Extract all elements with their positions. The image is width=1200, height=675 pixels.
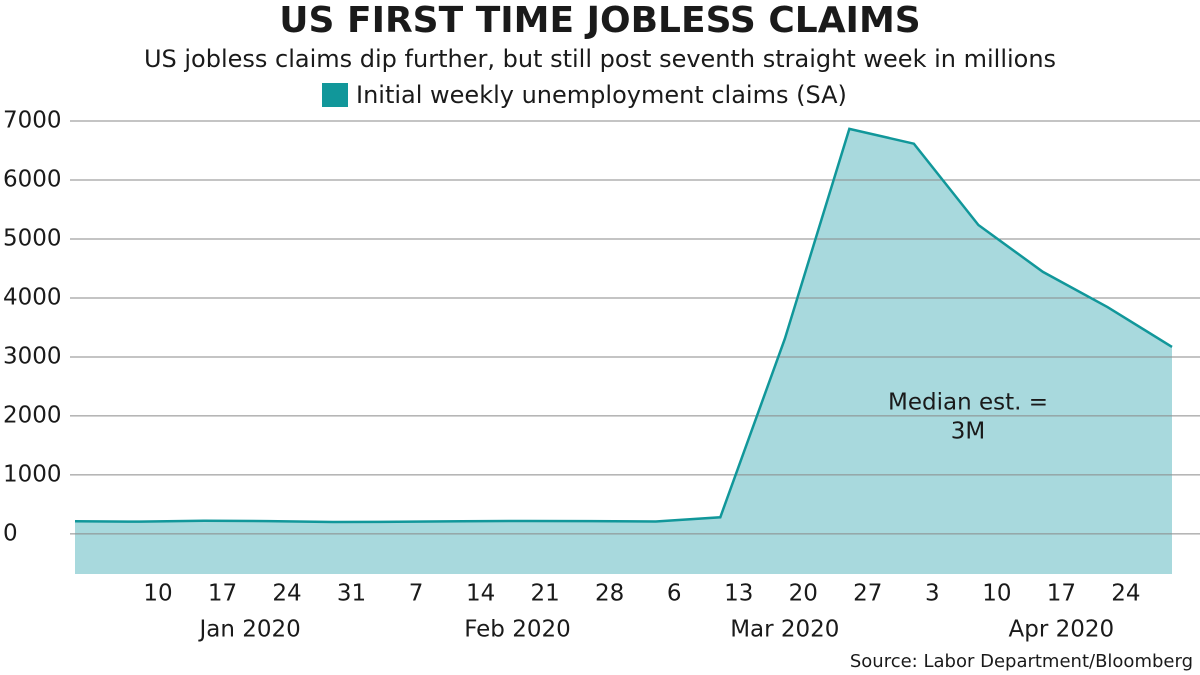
x-tick-label: 17 xyxy=(208,581,237,607)
x-tick-label: 13 xyxy=(724,581,753,607)
x-tick-label: 24 xyxy=(272,581,301,607)
x-tick-label: 7 xyxy=(409,581,424,607)
y-tick-label: 0 xyxy=(3,520,18,546)
annotation: 3M xyxy=(951,419,985,445)
x-tick-label: 17 xyxy=(1047,581,1076,607)
y-tick-label: 6000 xyxy=(3,166,62,192)
y-tick-label: 2000 xyxy=(3,402,62,428)
month-label: Mar 2020 xyxy=(730,617,839,643)
x-tick-label: 10 xyxy=(982,581,1011,607)
month-label: Apr 2020 xyxy=(1009,617,1115,643)
x-tick-label: 31 xyxy=(337,581,366,607)
x-tick-label: 24 xyxy=(1111,581,1140,607)
y-tick-label: 7000 xyxy=(3,108,62,134)
line xyxy=(74,127,1173,524)
y-tick-label: 5000 xyxy=(3,225,62,251)
area xyxy=(75,128,1172,575)
y-tick-label: 4000 xyxy=(3,284,62,310)
x-tick-label: 21 xyxy=(531,581,560,607)
chart-subtitle: US jobless claims dip further, but still… xyxy=(144,45,1056,73)
y-tick-label: 3000 xyxy=(3,343,62,369)
legend-swatch xyxy=(322,83,348,107)
x-tick-label: 3 xyxy=(925,581,940,607)
x-tick-label: 27 xyxy=(853,581,882,607)
annotation: Median est. = xyxy=(888,390,1048,416)
x-tick-label: 14 xyxy=(466,581,495,607)
chart-title: US FIRST TIME JOBLESS CLAIMS xyxy=(279,0,920,41)
x-tick-label: 10 xyxy=(143,581,172,607)
y-tick-label: 1000 xyxy=(3,461,62,487)
legend-label: Initial weekly unemployment claims (SA) xyxy=(356,81,847,109)
month-label: Jan 2020 xyxy=(197,617,300,643)
month-label: Feb 2020 xyxy=(464,617,571,643)
x-tick-label: 28 xyxy=(595,581,624,607)
source: Source: Labor Department/Bloomberg xyxy=(850,651,1193,672)
x-tick-label: 20 xyxy=(789,581,818,607)
x-tick-label: 6 xyxy=(667,581,682,607)
